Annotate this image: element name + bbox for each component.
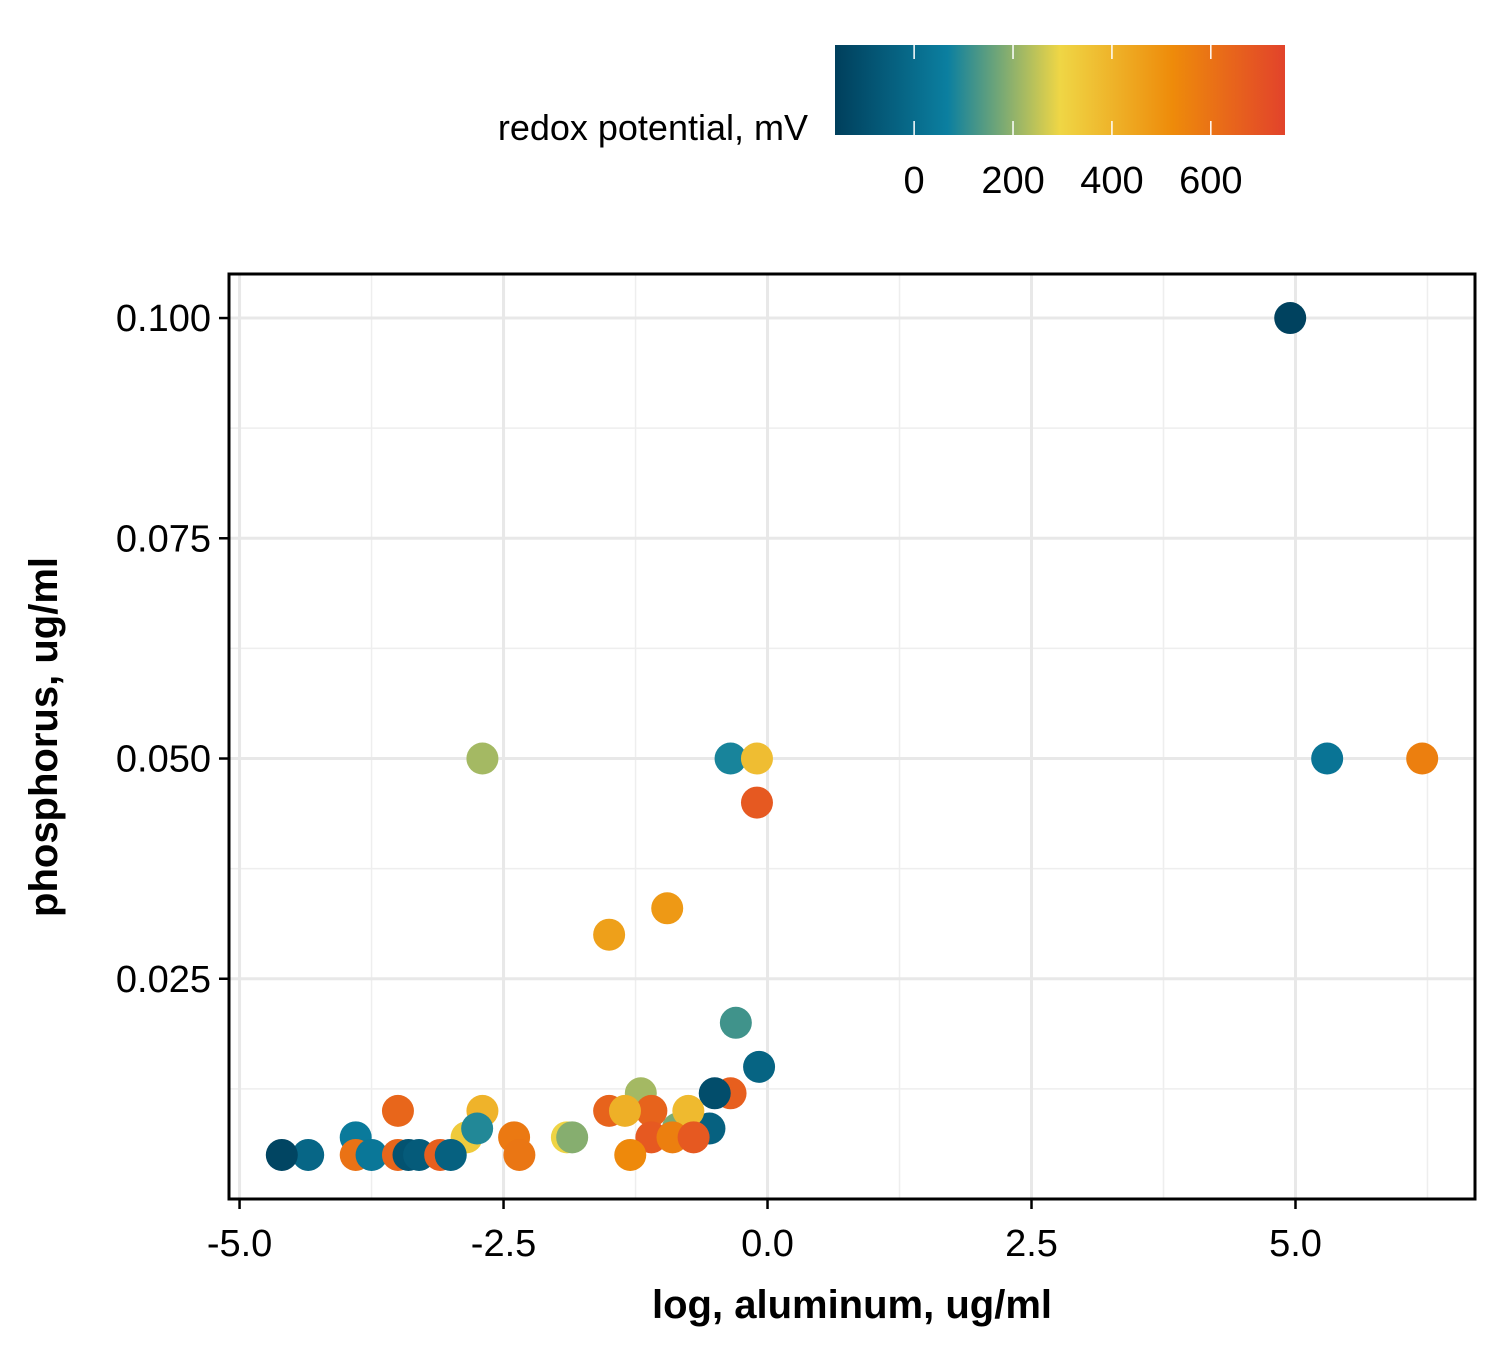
data-point — [593, 918, 626, 951]
data-point — [651, 892, 684, 925]
plot-area — [227, 272, 1477, 1201]
data-point — [614, 1138, 647, 1171]
data-point — [719, 1006, 752, 1039]
x-tick-label: 2.5 — [1005, 1223, 1058, 1265]
colorbar — [835, 45, 1285, 135]
data-point — [265, 1138, 298, 1171]
data-point — [292, 1138, 325, 1171]
y-tick-label: 0.100 — [116, 298, 211, 340]
y-tick-label: 0.050 — [116, 739, 211, 781]
data-point — [740, 742, 773, 775]
data-point — [740, 786, 773, 819]
color-legend: redox potential, mV 0 200 400 600 — [498, 45, 1285, 202]
data-point — [608, 1094, 641, 1127]
data-point — [1274, 302, 1307, 335]
legend-title: redox potential, mV — [498, 107, 808, 148]
colorbar-tick-label: 200 — [981, 160, 1044, 202]
data-point — [743, 1050, 776, 1083]
y-tick-label: 0.025 — [116, 959, 211, 1001]
data-point — [1406, 742, 1439, 775]
x-axis-title: log, aluminum, ug/ml — [652, 1283, 1052, 1327]
data-point — [672, 1094, 705, 1127]
colorbar-tick-label: 400 — [1080, 160, 1143, 202]
y-axis: 0.025 0.050 0.075 0.100 — [116, 298, 229, 1001]
data-point — [677, 1121, 710, 1154]
data-point — [434, 1138, 467, 1171]
plot-border — [227, 272, 1477, 1201]
data-point — [355, 1138, 388, 1171]
data-point — [503, 1138, 536, 1171]
x-tick-label: 5.0 — [1269, 1223, 1322, 1265]
data-point — [698, 1077, 731, 1110]
y-axis-title: phosphorus, ug/ml — [22, 557, 66, 917]
data-point — [1311, 742, 1344, 775]
x-tick-label: -5.0 — [207, 1223, 272, 1265]
data-point — [466, 742, 499, 775]
data-point — [461, 1112, 494, 1145]
data-point — [381, 1094, 414, 1127]
data-point — [556, 1121, 589, 1154]
data-point — [714, 742, 747, 775]
plot-background — [229, 274, 1475, 1199]
x-tick-label: -2.5 — [471, 1223, 536, 1265]
colorbar-tick-label: 0 — [904, 160, 925, 202]
y-tick-label: 0.075 — [116, 518, 211, 560]
major-gridlines — [229, 274, 1475, 1199]
minor-gridlines — [229, 274, 1475, 1199]
x-tick-label: 0.0 — [741, 1223, 794, 1265]
data-point — [635, 1094, 668, 1127]
colorbar-tick-label: 600 — [1179, 160, 1242, 202]
x-axis: -5.0 -2.5 0.0 2.5 5.0 — [207, 1199, 1322, 1265]
data-points — [265, 302, 1439, 1171]
